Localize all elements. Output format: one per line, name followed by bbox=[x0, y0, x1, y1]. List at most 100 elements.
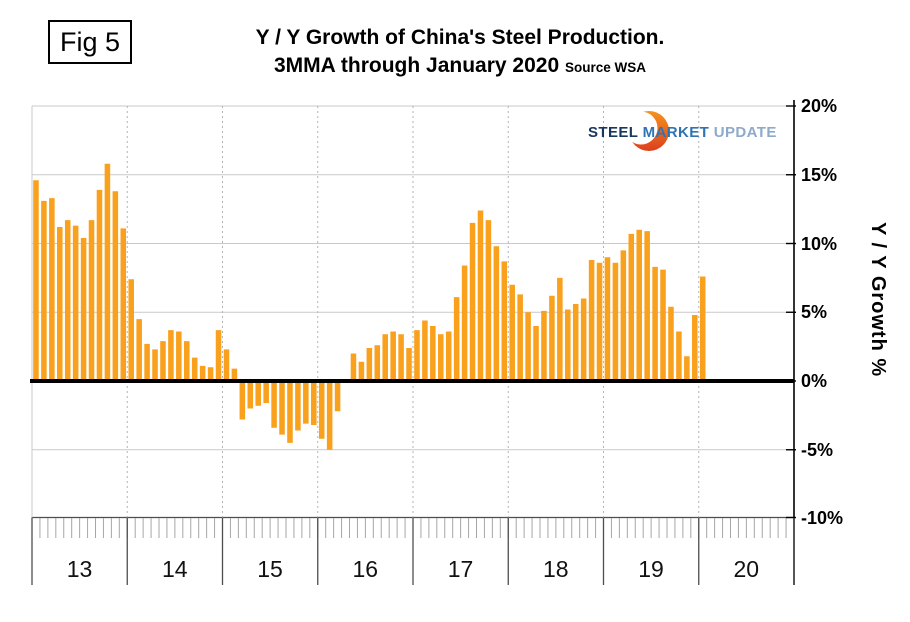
bar-2019-07 bbox=[652, 266, 658, 382]
y-axis-tick-label-0%: 0% bbox=[801, 371, 828, 391]
bar-2017-03 bbox=[430, 326, 436, 381]
bar-2016-07 bbox=[366, 348, 373, 381]
bar-2015-12 bbox=[311, 381, 317, 425]
bar-2018-04 bbox=[533, 326, 539, 381]
bar-2016-01 bbox=[318, 381, 325, 439]
bar-2019-09 bbox=[668, 306, 674, 381]
logo-word-market: MARKET bbox=[642, 124, 710, 141]
bar-2017-12 bbox=[501, 261, 508, 381]
bar-2013-05 bbox=[64, 220, 71, 382]
bar-2016-11 bbox=[398, 334, 404, 381]
logo-text: STEEL MARKET UPDATE bbox=[588, 124, 776, 141]
bar-2014-11 bbox=[207, 367, 214, 381]
bar-2016-09 bbox=[382, 334, 388, 381]
bar-2017-07 bbox=[461, 265, 468, 381]
bar-2014-07 bbox=[176, 331, 182, 381]
bar-2019-01 bbox=[604, 257, 611, 381]
bar-2017-02 bbox=[422, 320, 428, 381]
bar-2019-05 bbox=[636, 229, 642, 381]
bar-2019-12 bbox=[692, 315, 698, 381]
bar-2015-06 bbox=[263, 381, 269, 403]
bar-2014-06 bbox=[168, 330, 174, 382]
bar-2016-08 bbox=[374, 345, 381, 381]
bar-2017-09 bbox=[477, 210, 484, 381]
bar-2013-08 bbox=[88, 220, 95, 382]
figure-label: Fig 5 bbox=[59, 26, 121, 57]
chart-title-line2-text: 3MMA through January 2020 bbox=[274, 54, 560, 78]
chart-title-line1: Y / Y Growth of China's Steel Production… bbox=[255, 26, 665, 49]
bar-2014-12 bbox=[215, 330, 222, 382]
bar-2013-06 bbox=[72, 225, 79, 382]
bar-2015-02 bbox=[231, 368, 238, 382]
bar-2018-09 bbox=[572, 304, 579, 381]
bar-2015-03 bbox=[239, 381, 246, 420]
bar-2019-02 bbox=[612, 262, 619, 381]
chart-title: Y / Y Growth of China's Steel Production… bbox=[140, 24, 780, 81]
y-axis-title: Y / Y Growth % bbox=[867, 222, 889, 378]
x-axis-year-label-20: 20 bbox=[733, 556, 760, 582]
bar-2018-06 bbox=[549, 295, 555, 381]
bar-2013-09 bbox=[96, 189, 103, 382]
bar-2018-03 bbox=[525, 312, 531, 381]
bar-2014-09 bbox=[191, 357, 198, 382]
bar-2015-05 bbox=[255, 381, 261, 406]
bar-2018-02 bbox=[517, 294, 523, 382]
bar-2019-04 bbox=[628, 233, 635, 382]
bar-2016-03 bbox=[334, 381, 341, 412]
bar-2017-04 bbox=[438, 334, 444, 381]
bar-2014-03 bbox=[144, 343, 150, 382]
bar-2013-01 bbox=[33, 180, 39, 381]
bar-2013-10 bbox=[104, 163, 111, 381]
bar-2018-11 bbox=[588, 260, 595, 381]
bar-2013-02 bbox=[41, 200, 47, 382]
y-axis-tick-label--5%: -5% bbox=[801, 439, 834, 460]
bar-2014-02 bbox=[136, 319, 142, 382]
bar-2019-06 bbox=[644, 231, 650, 382]
bar-2013-11 bbox=[112, 191, 119, 381]
figure-label-box: Fig 5 bbox=[48, 20, 132, 64]
logo-word-update: UPDATE bbox=[713, 124, 777, 141]
bar-2017-06 bbox=[453, 297, 460, 382]
bar-2017-05 bbox=[445, 331, 452, 381]
x-axis-year-label-18: 18 bbox=[542, 556, 569, 582]
y-axis-tick-label-15%: 15% bbox=[801, 164, 838, 185]
bar-2015-09 bbox=[287, 381, 293, 443]
bar-2013-04 bbox=[57, 227, 63, 381]
bar-2015-01 bbox=[223, 349, 230, 381]
bar-2015-10 bbox=[295, 381, 301, 431]
bar-2020-01 bbox=[699, 276, 706, 381]
y-axis-tick-label-20%: 20% bbox=[801, 96, 838, 116]
steel-market-update-logo: STEEL MARKET UPDATE bbox=[588, 108, 776, 154]
bar-2018-05 bbox=[541, 310, 547, 382]
bar-2016-06 bbox=[358, 361, 365, 381]
x-axis-year-label-13: 13 bbox=[66, 556, 93, 582]
chart-title-line2: 3MMA through January 2020 Source WSA bbox=[140, 51, 780, 80]
bar-2019-08 bbox=[660, 269, 666, 382]
bar-2016-12 bbox=[406, 348, 412, 381]
bar-2017-01 bbox=[414, 330, 420, 382]
x-axis-year-label-14: 14 bbox=[161, 556, 188, 582]
chart-source-label: Source WSA bbox=[564, 60, 646, 76]
bar-2018-08 bbox=[565, 309, 571, 381]
bar-2013-03 bbox=[49, 198, 55, 382]
bar-2019-10 bbox=[676, 331, 682, 381]
x-axis-year-label-17: 17 bbox=[447, 556, 474, 582]
y-axis-tick-label-10%: 10% bbox=[801, 233, 838, 254]
logo-crescent-icon bbox=[628, 111, 669, 151]
bar-2015-11 bbox=[303, 381, 309, 424]
bar-2015-04 bbox=[247, 381, 254, 409]
x-axis-year-label-19: 19 bbox=[638, 556, 664, 582]
bar-2014-08 bbox=[184, 341, 190, 382]
bar-2013-12 bbox=[120, 228, 127, 382]
bar-2018-07 bbox=[557, 277, 563, 382]
bar-2014-05 bbox=[160, 341, 166, 382]
bar-2017-10 bbox=[485, 220, 492, 382]
bar-2014-04 bbox=[152, 349, 158, 381]
bar-2017-11 bbox=[493, 246, 500, 381]
logo-word-steel: STEEL bbox=[588, 124, 639, 141]
bar-2019-11 bbox=[684, 356, 690, 381]
bar-2016-02 bbox=[326, 381, 333, 450]
bar-2015-08 bbox=[279, 381, 285, 435]
